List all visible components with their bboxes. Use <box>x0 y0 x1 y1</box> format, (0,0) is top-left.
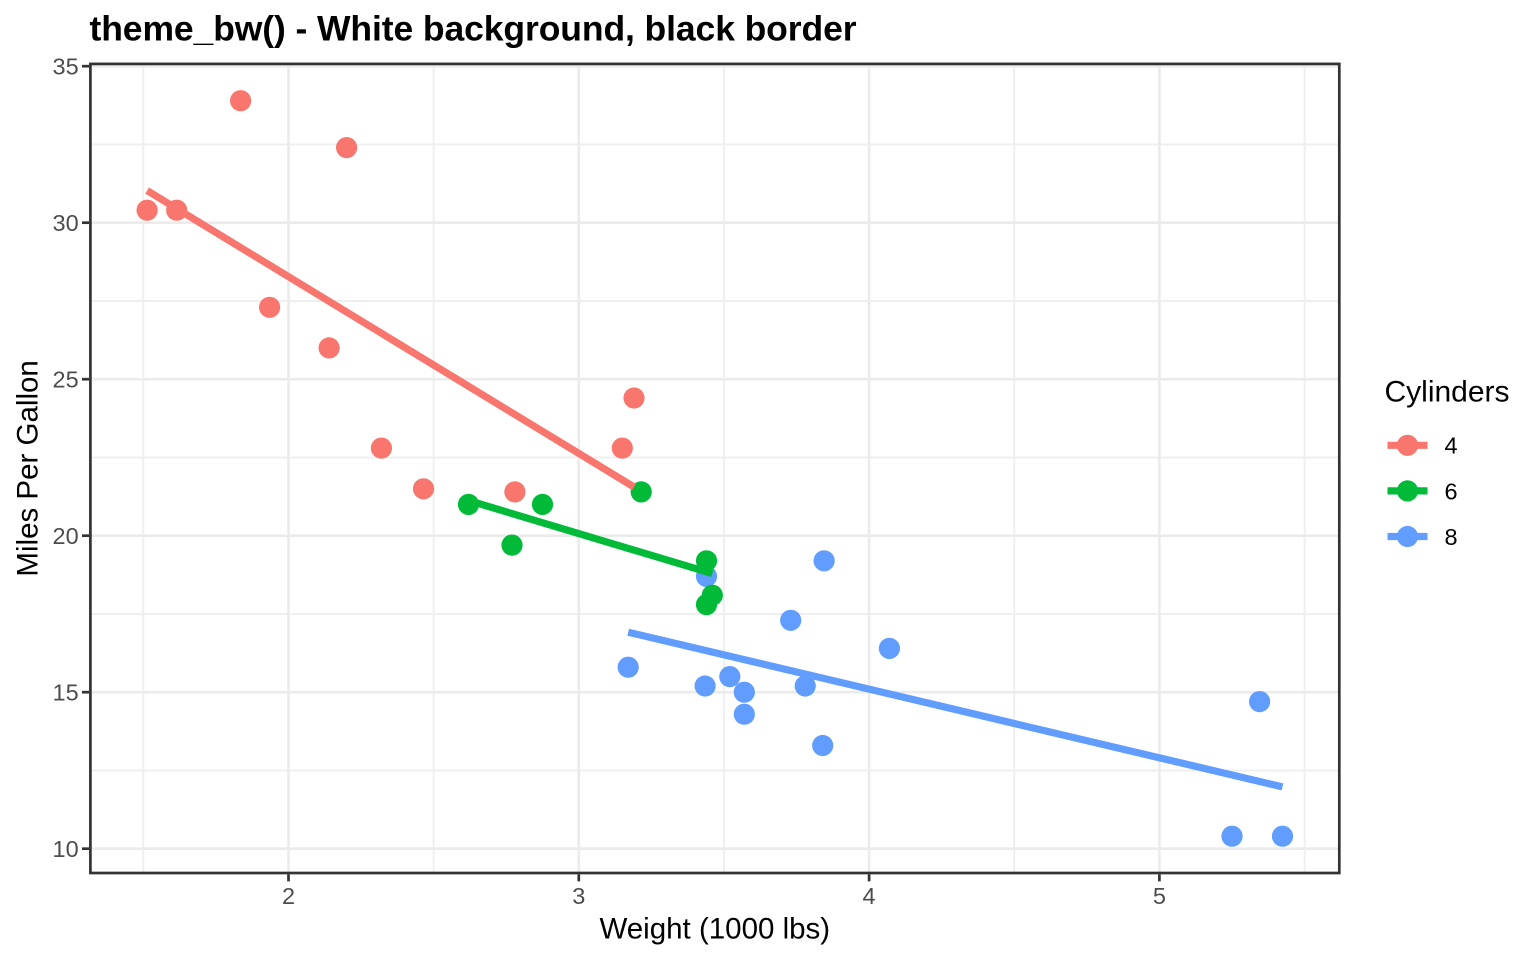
svg-text:20: 20 <box>53 523 79 549</box>
svg-text:3: 3 <box>572 883 585 909</box>
svg-text:6: 6 <box>1445 478 1458 504</box>
svg-text:10: 10 <box>53 836 79 862</box>
svg-text:25: 25 <box>53 367 79 393</box>
svg-text:15: 15 <box>53 680 79 706</box>
svg-text:35: 35 <box>53 54 79 80</box>
svg-text:5: 5 <box>1153 883 1166 909</box>
svg-text:30: 30 <box>53 210 79 236</box>
svg-text:8: 8 <box>1445 524 1458 550</box>
svg-text:Weight (1000 lbs): Weight (1000 lbs) <box>599 912 830 945</box>
svg-text:theme_bw() - White background,: theme_bw() - White background, black bor… <box>90 8 857 48</box>
svg-text:4: 4 <box>863 883 876 909</box>
svg-text:4: 4 <box>1445 433 1458 459</box>
svg-text:2: 2 <box>282 883 295 909</box>
svg-text:Miles Per Gallon: Miles Per Gallon <box>12 360 45 576</box>
svg-text:Cylinders: Cylinders <box>1385 375 1510 408</box>
